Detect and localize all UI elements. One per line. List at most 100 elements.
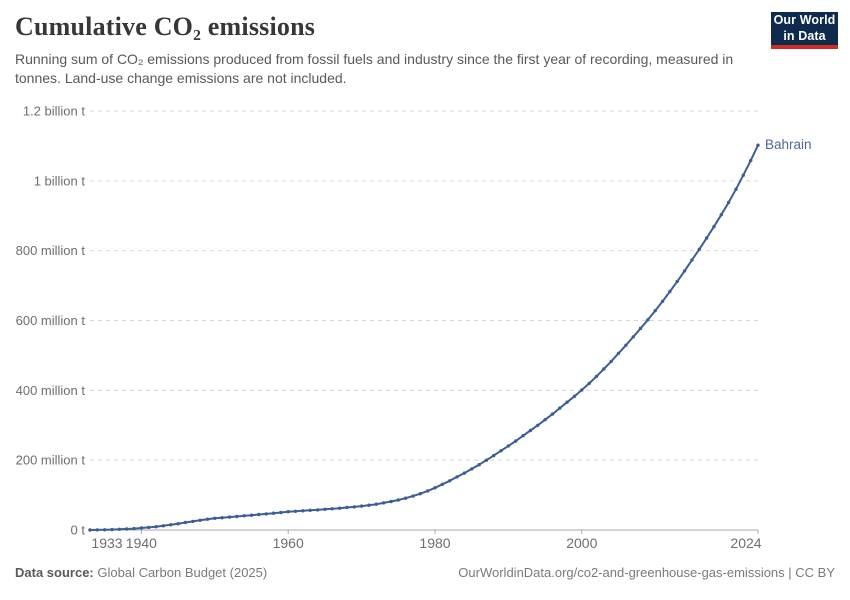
- series-point[interactable]: [726, 200, 731, 205]
- series-point[interactable]: [139, 526, 144, 530]
- series-point[interactable]: [411, 494, 415, 498]
- series-point[interactable]: [293, 509, 298, 513]
- series-point[interactable]: [132, 526, 136, 531]
- series-point[interactable]: [308, 508, 312, 512]
- series-point[interactable]: [602, 367, 606, 371]
- series-point[interactable]: [448, 479, 452, 483]
- series-point[interactable]: [213, 516, 217, 520]
- series-point[interactable]: [367, 503, 371, 507]
- series-point[interactable]: [638, 326, 643, 331]
- y-axis-tick-label: 1.2 billion t: [23, 104, 86, 119]
- series-point[interactable]: [396, 498, 400, 502]
- series-point[interactable]: [227, 515, 232, 519]
- series-point[interactable]: [176, 522, 180, 526]
- series-point[interactable]: [521, 434, 525, 438]
- series-point[interactable]: [514, 439, 518, 443]
- series-point[interactable]: [154, 525, 158, 529]
- series-point[interactable]: [616, 351, 621, 355]
- series-point[interactable]: [418, 492, 422, 496]
- series-point[interactable]: [279, 510, 283, 515]
- series-point[interactable]: [374, 502, 378, 506]
- series-point[interactable]: [161, 524, 166, 528]
- series-point[interactable]: [704, 236, 709, 240]
- footer-citation-link[interactable]: OurWorldinData.org/co2-and-greenhouse-ga…: [458, 565, 835, 580]
- series-point[interactable]: [440, 482, 445, 486]
- series-point[interactable]: [734, 187, 738, 191]
- series-point[interactable]: [264, 512, 268, 516]
- series-point[interactable]: [477, 463, 481, 467]
- series-point[interactable]: [609, 359, 613, 364]
- series-point[interactable]: [103, 528, 107, 532]
- series-point[interactable]: [191, 519, 195, 524]
- series-point[interactable]: [668, 289, 672, 294]
- series-point[interactable]: [271, 511, 276, 515]
- series-point[interactable]: [470, 467, 474, 471]
- series-point[interactable]: [572, 394, 577, 398]
- series-point[interactable]: [690, 258, 694, 262]
- series-point[interactable]: [697, 247, 701, 251]
- series-point[interactable]: [719, 213, 723, 217]
- series-point[interactable]: [594, 374, 599, 379]
- series-point[interactable]: [433, 486, 437, 490]
- series-point[interactable]: [389, 499, 393, 504]
- series-point[interactable]: [95, 528, 100, 532]
- series-point[interactable]: [110, 527, 114, 532]
- series-line-bahrain[interactable]: [89, 144, 759, 531]
- series-point[interactable]: [198, 518, 202, 522]
- series-point[interactable]: [330, 507, 334, 511]
- series-point[interactable]: [403, 496, 408, 500]
- series-point[interactable]: [455, 475, 459, 479]
- series-point[interactable]: [712, 224, 716, 229]
- series-point[interactable]: [242, 514, 246, 518]
- series-point[interactable]: [631, 335, 635, 339]
- series-point[interactable]: [580, 388, 584, 392]
- series-point[interactable]: [337, 506, 342, 510]
- series-point[interactable]: [506, 444, 511, 448]
- series-point[interactable]: [499, 449, 503, 453]
- series-point[interactable]: [352, 505, 356, 509]
- chart-subtitle: Running sum of CO₂ emissions produced fr…: [15, 51, 734, 87]
- series-point[interactable]: [528, 428, 533, 433]
- series-point[interactable]: [550, 412, 555, 416]
- series-point[interactable]: [249, 513, 254, 517]
- series-point[interactable]: [235, 514, 239, 519]
- series-point[interactable]: [682, 269, 687, 273]
- series-point[interactable]: [624, 343, 628, 347]
- series-point[interactable]: [426, 489, 430, 493]
- series-point[interactable]: [125, 527, 129, 531]
- series-point[interactable]: [147, 525, 151, 530]
- series-point[interactable]: [741, 173, 745, 177]
- series-point[interactable]: [301, 509, 305, 513]
- page-footer: Data source: Global Carbon Budget (2025)…: [15, 565, 835, 580]
- series-point[interactable]: [323, 507, 327, 511]
- series-point[interactable]: [558, 406, 562, 410]
- series-point[interactable]: [183, 520, 188, 525]
- series-point[interactable]: [462, 471, 467, 475]
- series-point[interactable]: [381, 501, 386, 505]
- owid-logo[interactable]: Our World in Data: [771, 12, 838, 49]
- series-point[interactable]: [315, 508, 320, 512]
- series-point[interactable]: [660, 299, 665, 303]
- series-point[interactable]: [484, 458, 489, 462]
- series-label-bahrain[interactable]: Bahrain: [765, 137, 812, 152]
- series-point[interactable]: [286, 510, 290, 514]
- series-point[interactable]: [88, 528, 92, 532]
- series-point[interactable]: [543, 418, 547, 422]
- series-point[interactable]: [345, 505, 349, 510]
- series-point[interactable]: [587, 381, 591, 386]
- series-point[interactable]: [675, 279, 679, 284]
- series-point[interactable]: [756, 143, 760, 147]
- series-point[interactable]: [653, 309, 657, 313]
- series-point[interactable]: [646, 318, 650, 322]
- series-point[interactable]: [257, 512, 261, 517]
- series-point[interactable]: [492, 453, 496, 458]
- series-point[interactable]: [359, 504, 364, 508]
- series-point[interactable]: [205, 517, 210, 521]
- series-point[interactable]: [169, 523, 173, 527]
- series-point[interactable]: [536, 423, 540, 427]
- series-point[interactable]: [565, 400, 569, 404]
- series-point[interactable]: [117, 527, 122, 531]
- series-point[interactable]: [749, 158, 753, 163]
- series-point[interactable]: [220, 516, 224, 520]
